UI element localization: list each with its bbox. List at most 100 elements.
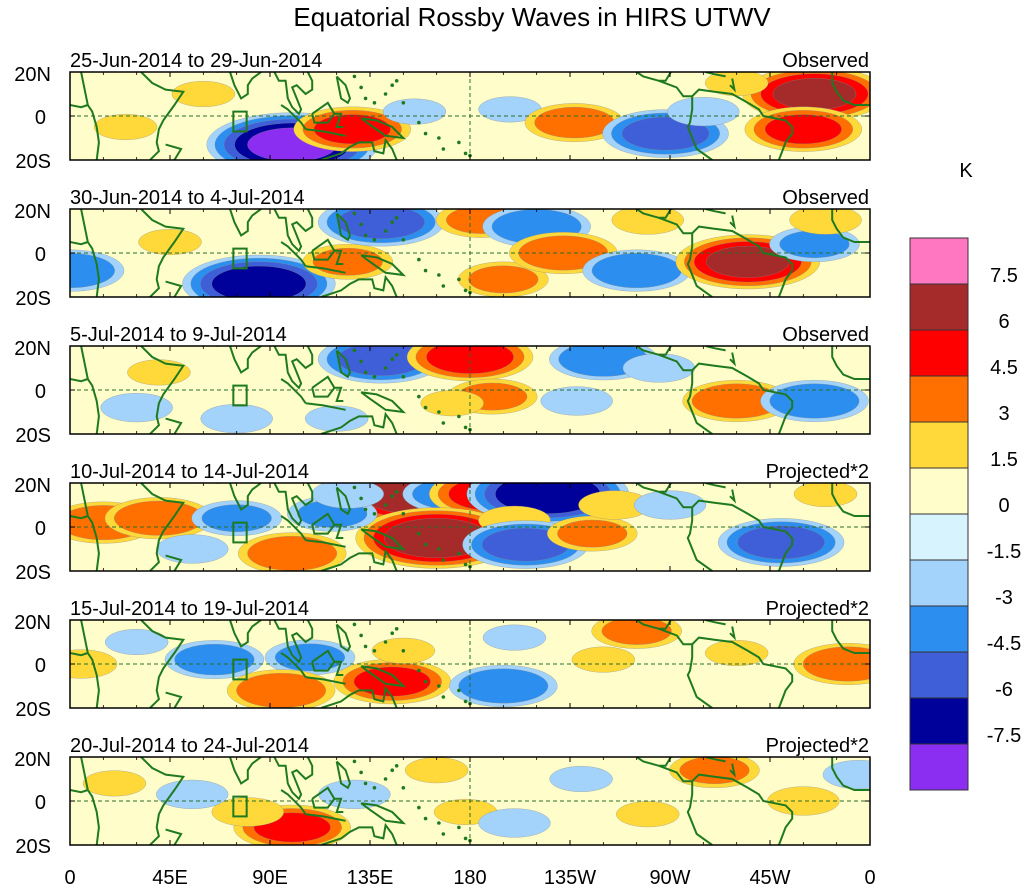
anomaly-cell: [420, 390, 484, 417]
island: [383, 640, 388, 644]
coastline: [140, 72, 186, 160]
coastline: [658, 79, 794, 160]
island: [372, 786, 377, 790]
island: [423, 679, 428, 684]
anomaly-field: [100, 346, 869, 434]
coastline: [729, 78, 737, 93]
coastline: [140, 209, 186, 297]
anomaly-contour: [104, 628, 169, 656]
coastline: [165, 143, 183, 160]
coastline: [335, 349, 352, 379]
anomaly-contour: [616, 801, 680, 828]
anomaly-contour: [426, 346, 514, 374]
coastline: [320, 685, 398, 708]
colorbar-box: [909, 697, 969, 745]
anomaly-cell: [104, 628, 169, 656]
island: [383, 366, 388, 370]
anomaly-contour: [679, 757, 750, 785]
island: [441, 284, 446, 288]
colorbar-level-label: -6: [995, 679, 1013, 701]
anomaly-contour: [93, 113, 158, 141]
x-tick-label: 90E: [252, 867, 288, 889]
anomaly-cell: [164, 640, 265, 680]
coastline: [831, 620, 870, 654]
island: [437, 684, 441, 688]
island: [359, 85, 363, 90]
coastline: [311, 649, 336, 672]
anomaly-contour: [155, 779, 229, 810]
island: [417, 531, 421, 536]
panel-date-range: 20-Jul-2014 to 24-Jul-2014: [70, 735, 309, 757]
coastline: [335, 623, 352, 653]
island: [394, 353, 399, 357]
coastline: [831, 346, 870, 380]
island: [363, 507, 368, 512]
coastline: [658, 216, 794, 297]
island: [441, 832, 446, 836]
panel-date-range: 30-Jun-2014 to 4-Jul-2014: [70, 187, 305, 209]
anomaly-contour: [127, 359, 191, 386]
island: [437, 410, 441, 414]
anomaly-contour: [571, 646, 636, 673]
x-tick-label: 0: [64, 867, 75, 889]
anomaly-cell: [182, 254, 336, 297]
anomaly-contour: [769, 383, 860, 419]
coastline: [216, 757, 262, 785]
coastline: [216, 346, 262, 374]
coastline: [70, 515, 89, 520]
anomaly-cell: [822, 759, 870, 790]
anomaly-cell: [226, 669, 336, 708]
island: [394, 79, 399, 83]
coastline: [320, 822, 398, 845]
colorbar-level-label: -3: [995, 587, 1013, 609]
anomaly-cell: [611, 209, 685, 235]
colorbar-box: [909, 237, 969, 285]
reference-box: [232, 658, 248, 681]
x-tick-label: 45E: [152, 867, 188, 889]
island: [359, 633, 363, 638]
island: [352, 485, 357, 490]
island: [390, 357, 395, 362]
island: [401, 786, 406, 790]
colorbar-boxes: [909, 237, 969, 791]
anomaly-cell: [546, 515, 638, 552]
island: [372, 649, 377, 653]
island: [423, 816, 428, 821]
colorbar-box: [909, 375, 969, 423]
colorbar-box: [909, 651, 969, 699]
anomaly-contour: [482, 624, 547, 651]
anomaly-contour: [201, 504, 272, 533]
coastline: [320, 411, 398, 434]
island: [457, 277, 461, 282]
y-tick-label: 20N: [14, 201, 51, 223]
anomaly-contour: [601, 620, 672, 645]
y-tick-label: 20N: [14, 475, 51, 497]
panel-date-range: 15-Jul-2014 to 19-Jul-2014: [70, 598, 309, 620]
island: [457, 140, 461, 145]
coastline: [335, 212, 352, 242]
coastline: [334, 386, 344, 402]
colorbar-level-label: -1.5: [987, 541, 1021, 563]
island: [463, 425, 468, 430]
coastline: [729, 352, 737, 367]
island: [441, 558, 446, 562]
anomaly-cell: [524, 103, 625, 143]
y-tick-label: 20S: [15, 151, 51, 173]
island: [417, 394, 421, 399]
colorbar-level-label: 7.5: [990, 265, 1018, 287]
y-tick-label: 20N: [14, 749, 51, 771]
island: [463, 151, 468, 156]
anomaly-cell: [304, 405, 369, 432]
colorbar-box: [909, 329, 969, 377]
coastline: [658, 353, 794, 434]
coastline: [686, 96, 713, 160]
coastline: [311, 101, 336, 124]
coastline: [729, 215, 737, 230]
y-tick-label: 20N: [14, 338, 51, 360]
anomaly-field: [93, 72, 870, 160]
coastline: [140, 483, 186, 571]
anomaly-cell: [191, 500, 282, 537]
island: [372, 512, 377, 516]
colorbar-level-label: 6: [998, 311, 1009, 333]
panel-label: Observed: [782, 187, 869, 209]
